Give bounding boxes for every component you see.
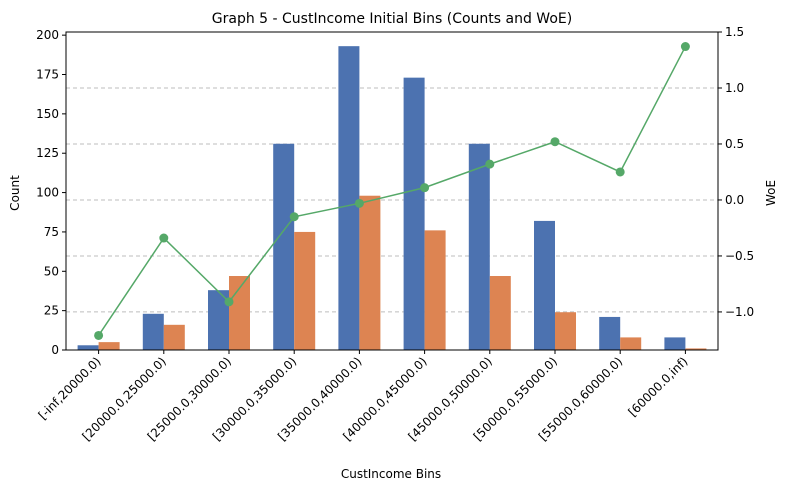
right-tick-label-4: 1.0 <box>725 81 744 95</box>
woe-line <box>97 46 687 336</box>
woe-point-5 <box>420 183 430 193</box>
left-tick-label-7: 175 <box>36 68 59 82</box>
left-tick-label-8: 200 <box>36 28 59 42</box>
right-tick-label-5: 1.5 <box>725 25 744 39</box>
bar-secondary-1 <box>163 324 185 350</box>
x-axis-title: CustIncome Bins <box>341 467 441 481</box>
left-tick-label-3: 75 <box>44 225 59 239</box>
chart-title: Graph 5 - CustIncome Initial Bins (Count… <box>212 11 572 27</box>
x-tick-label-0: [-inf,20000.0) <box>36 354 104 422</box>
woe-point-2 <box>224 297 234 307</box>
right-tick-label-0: −1.0 <box>725 305 754 319</box>
left-axis-ticks: 0 25 50 75 100 125 150 175 200 <box>36 28 66 357</box>
woe-point-7 <box>550 137 560 147</box>
left-tick-label-2: 50 <box>44 264 59 278</box>
bar-count-7 <box>534 220 555 350</box>
woe-point-8 <box>615 167 625 177</box>
bar-secondary-0 <box>98 342 120 350</box>
bar-count-2 <box>208 290 229 350</box>
y2-axis-title: WoE <box>764 180 778 206</box>
right-axis-ticks: −1.0 −0.5 0.0 0.5 1.0 1.5 <box>718 25 754 319</box>
bar-count-5 <box>403 77 425 350</box>
bar-count-9 <box>664 337 686 350</box>
right-tick-label-1: −0.5 <box>725 249 754 263</box>
bar-count-4 <box>338 46 360 351</box>
bar-secondary-8 <box>620 337 642 350</box>
plot-frame <box>65 31 719 351</box>
bar-secondary-4 <box>359 195 381 350</box>
right-tick-label-3: 0.5 <box>725 137 744 151</box>
left-tick-label-0: 0 <box>51 343 59 357</box>
bar-secondary-6 <box>489 276 511 350</box>
woe-point-6 <box>485 159 495 169</box>
x-axis-ticks: [-inf,20000.0)[20000.0,25000.0)[25000.0,… <box>36 350 691 444</box>
y-axis-title: Count <box>8 175 22 211</box>
left-tick-label-1: 25 <box>44 304 59 318</box>
x-tick-label-9: [60000.0,inf) <box>625 354 690 419</box>
bars <box>77 46 707 351</box>
woe-point-3 <box>289 212 299 222</box>
bar-count-0 <box>77 345 99 350</box>
woe-point-4 <box>354 198 364 208</box>
bar-count-3 <box>273 143 295 350</box>
woe-point-1 <box>159 233 169 243</box>
bar-count-8 <box>599 316 621 350</box>
woe-point-9 <box>680 42 690 52</box>
left-tick-label-6: 150 <box>36 107 59 121</box>
left-tick-label-4: 100 <box>36 186 59 200</box>
axes <box>65 31 719 351</box>
woe-point-0 <box>94 330 104 340</box>
left-tick-label-5: 125 <box>36 146 59 160</box>
bar-secondary-7 <box>555 312 576 350</box>
bar-secondary-3 <box>294 231 316 350</box>
bar-count-6 <box>468 143 490 350</box>
bar-secondary-9 <box>685 348 707 350</box>
right-tick-label-2: 0.0 <box>725 193 744 207</box>
bar-count-1 <box>142 313 164 350</box>
woe-line-series <box>94 42 690 340</box>
bar-secondary-5 <box>424 230 446 350</box>
